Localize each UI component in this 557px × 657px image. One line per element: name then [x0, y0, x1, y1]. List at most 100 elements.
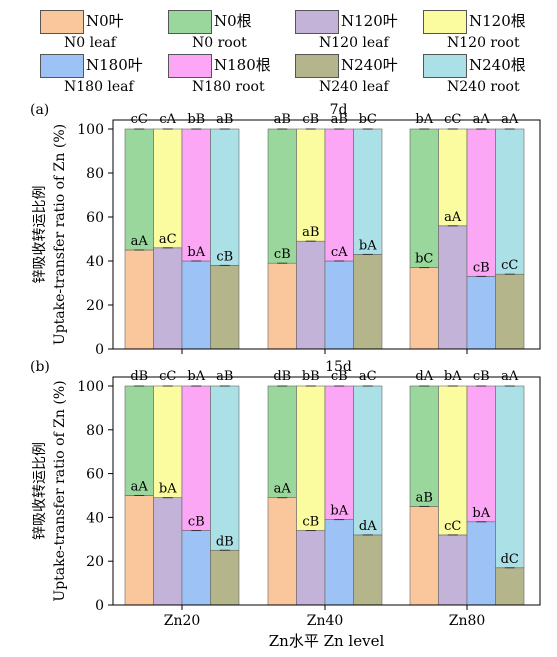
legend-swatch — [423, 54, 467, 78]
panel-label: (a) — [30, 102, 49, 118]
leaf-sig-label: aB — [302, 225, 319, 240]
legend-item: N180叶 N180 leaf — [40, 52, 168, 96]
leaf-sig-label: bA — [359, 238, 377, 253]
legend-swatch — [40, 54, 84, 78]
bar-leaf — [210, 549, 240, 606]
bar-root — [296, 385, 326, 531]
bar-root — [495, 385, 525, 569]
bar-leaf — [495, 567, 525, 606]
bar-leaf — [409, 267, 439, 350]
bar-root — [466, 385, 496, 523]
bar-root — [267, 385, 297, 498]
leaf-sig-label: aC — [159, 232, 177, 247]
legend-label-en: N0 leaf — [64, 35, 116, 51]
leaf-sig-label: cB — [302, 515, 319, 530]
bar-leaf — [438, 534, 468, 606]
legend-label: N0叶 — [86, 12, 124, 30]
leaf-sig-label: aA — [274, 482, 292, 497]
bar-leaf — [353, 254, 383, 350]
legend-label-en: N180 root — [192, 79, 265, 95]
bar-leaf — [153, 497, 183, 606]
legend-label: N120叶 — [341, 12, 398, 30]
bar-leaf — [181, 530, 211, 606]
leaf-sig-label: cC — [444, 519, 461, 534]
panel-title: 15d — [325, 359, 352, 375]
legend-label-en: N180 leaf — [64, 79, 134, 95]
bar-root — [296, 128, 326, 242]
leaf-sig-label: cA — [331, 245, 348, 260]
leaf-sig-label: cB — [188, 515, 205, 530]
legend-label: N240叶 — [341, 56, 398, 74]
bar-leaf — [124, 249, 154, 350]
legend-swatch — [423, 10, 467, 34]
legend-swatch — [40, 10, 84, 34]
legend: N0叶 N0 leaf N0根 N0 root N120叶 N120 leaf N120根 N… — [0, 0, 557, 100]
bar-leaf — [296, 530, 326, 606]
bar-leaf — [466, 276, 496, 350]
bar-leaf — [438, 225, 468, 350]
leaf-sig-label: cB — [216, 249, 233, 264]
legend-label-en: N120 root — [447, 35, 520, 51]
legend-swatch — [168, 10, 212, 34]
leaf-sig-label: bA — [187, 245, 205, 260]
y-tick-label: 80 — [86, 166, 104, 182]
bar-leaf — [466, 521, 496, 606]
legend-item: N120根 N120 root — [423, 8, 551, 52]
legend-item: N120叶 N120 leaf — [295, 8, 423, 52]
legend-item: N240叶 N240 leaf — [295, 52, 423, 96]
legend-label: N240根 — [469, 56, 526, 74]
leaf-sig-label: aB — [416, 490, 433, 505]
bar-root — [466, 128, 496, 277]
legend-label: N120根 — [469, 12, 526, 30]
legend-item: N0根 N0 root — [168, 8, 296, 52]
leaf-sig-label: bA — [472, 506, 490, 521]
y-tick-label: 60 — [86, 467, 104, 483]
leaf-sig-label: dA — [359, 519, 377, 534]
panel-label: (b) — [30, 359, 50, 375]
bar-root — [124, 128, 154, 251]
bar-leaf — [296, 240, 326, 350]
legend-label-en: N120 leaf — [319, 35, 389, 51]
bar-root — [324, 385, 354, 520]
plot-frame — [112, 376, 541, 606]
bar-leaf — [353, 534, 383, 606]
leaf-sig-label: bA — [330, 504, 348, 519]
legend-label-en: N0 root — [192, 35, 247, 51]
legend-label-en: N240 leaf — [319, 79, 389, 95]
legend-item: N180根 N180 root — [168, 52, 296, 96]
leaf-sig-label: cB — [473, 260, 490, 275]
bar-root — [181, 128, 211, 262]
bar-leaf — [210, 265, 240, 350]
bar-leaf — [267, 497, 297, 606]
bar-root — [267, 128, 297, 264]
bar-root — [353, 128, 383, 255]
y-tick-label: 20 — [86, 554, 104, 570]
y-tick-label: 0 — [95, 598, 104, 614]
bar-leaf — [409, 506, 439, 606]
y-tick-label: 40 — [86, 510, 104, 526]
bar-root — [210, 128, 240, 266]
x-tick-label: Zn20 — [164, 613, 201, 629]
bar-leaf — [124, 495, 154, 606]
x-axis-label: Zn水平 Zn level — [269, 632, 385, 650]
bar-root — [409, 128, 439, 268]
bar-root — [153, 128, 183, 249]
legend-label-en: N240 root — [447, 79, 520, 95]
leaf-sig-label: aA — [444, 210, 462, 225]
y-tick-label: 0 — [95, 342, 104, 358]
leaf-sig-label: dB — [216, 534, 234, 549]
bar-leaf — [267, 262, 297, 350]
legend-item: N240根 N240 root — [423, 52, 551, 96]
bar-root — [210, 385, 240, 551]
bar-leaf — [181, 260, 211, 350]
bar-leaf — [324, 519, 354, 606]
x-tick-label: Zn40 — [307, 613, 344, 629]
y-tick-label: 100 — [77, 379, 104, 395]
plot-frame — [112, 119, 541, 350]
bar-root — [409, 385, 439, 507]
bar-leaf — [324, 260, 354, 350]
legend-item: N0叶 N0 leaf — [40, 8, 168, 52]
y-axis-label-zh: 锌吸收转运比例 — [32, 186, 48, 284]
legend-label: N180根 — [214, 56, 271, 74]
